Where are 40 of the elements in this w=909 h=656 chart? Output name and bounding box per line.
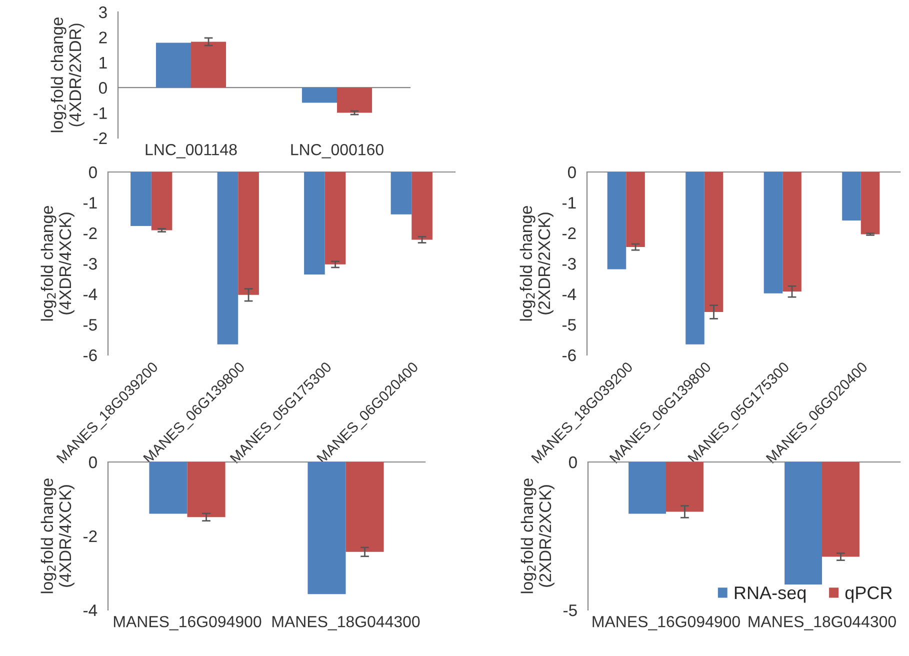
y-tick-label: -6 — [84, 349, 97, 362]
x-tick-label: MANES_18G044300 — [272, 616, 420, 630]
y-tick-label: 0 — [98, 82, 107, 94]
y-tick-label: 0 — [88, 166, 97, 178]
x-tick-label: LNC_000160 — [291, 144, 384, 158]
legend-label: RNA-seq — [734, 586, 806, 603]
y-tick-label: -5 — [84, 319, 97, 331]
legend-label: qPCR — [845, 586, 892, 603]
x-tick-label: MANES_16G094900 — [592, 616, 740, 630]
y-tick-label: 1 — [100, 56, 107, 68]
y-tick-label: -2 — [94, 132, 107, 144]
bar — [302, 88, 337, 103]
y-axis-title: log$_{2}$fold change (4XDR/4XCK) — [40, 206, 74, 321]
y-tick-label: -2 — [84, 227, 97, 240]
y-tick-label: -1 — [562, 197, 576, 209]
y-tick-label: -5 — [562, 319, 576, 331]
bar — [156, 42, 191, 88]
y-tick-label: -2 — [562, 227, 576, 240]
y-tick-label: -2 — [84, 530, 97, 542]
y-tick-label: -5 — [564, 604, 577, 616]
y-tick-label: 3 — [98, 6, 107, 18]
y-tick-label: -3 — [562, 258, 576, 270]
y-axis-title: log$_{2}$fold change (4XDR/2XDR) — [50, 18, 84, 132]
y-tick-label: 2 — [99, 32, 107, 44]
y-tick-label: -4 — [84, 288, 98, 300]
bar — [191, 42, 226, 88]
y-axis-title: log$_{2}$fold change (2XDR/2XCK) — [520, 478, 554, 594]
y-tick-label: -4 — [84, 604, 98, 616]
y-axis-title: log$_{2}$fold change (4XDR/4XCK) — [40, 478, 74, 594]
x-tick-label: MANES_16G094900 — [114, 616, 262, 630]
y-tick-label: -6 — [562, 349, 576, 362]
y-tick-label: -1 — [84, 197, 97, 209]
y-tick-label: 0 — [568, 166, 576, 178]
y-tick-label: -3 — [84, 258, 97, 270]
y-tick-label: -4 — [562, 288, 576, 300]
x-tick-label: MANES_18G044300 — [748, 616, 896, 630]
x-tick-label: LNC_001148 — [146, 144, 237, 158]
y-tick-label: -1 — [94, 107, 107, 119]
bar — [337, 88, 372, 113]
y-axis-title: log$_{2}$fold change (2XDR/2XCK) — [520, 206, 554, 321]
